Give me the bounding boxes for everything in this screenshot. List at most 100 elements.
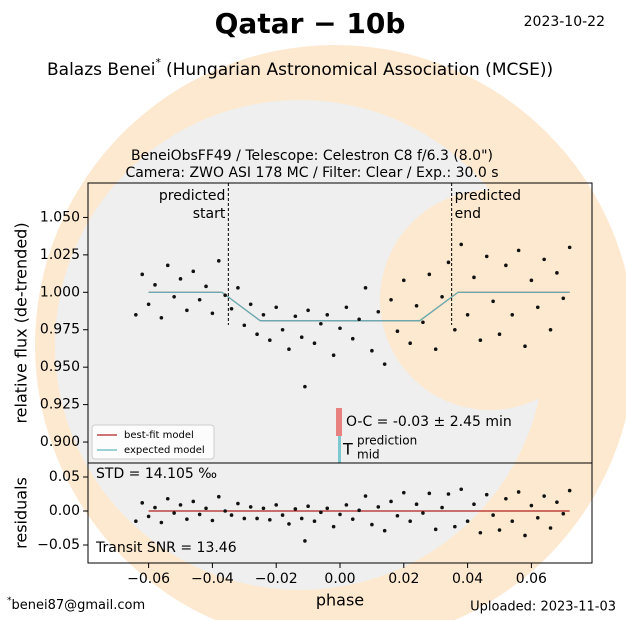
- data-point: [268, 518, 272, 522]
- data-point: [178, 503, 183, 507]
- data-point: [427, 491, 432, 496]
- affiliation: (Hungarian Astronomical Association (MCS…: [166, 60, 553, 80]
- data-point: [236, 286, 240, 290]
- data-point: [191, 269, 196, 274]
- y-tick-label: 0.925: [40, 397, 80, 413]
- data-point: [236, 501, 240, 506]
- subtitle: BeneiObsFF49 / Telescope: Celestron C8 f…: [131, 148, 493, 164]
- data-point: [548, 327, 553, 332]
- legend-box: [91, 424, 215, 460]
- data-point: [414, 502, 419, 506]
- data-point: [248, 505, 253, 509]
- data-point: [293, 507, 298, 511]
- data-point: [153, 505, 157, 510]
- data-point: [242, 516, 247, 521]
- data-point: [134, 519, 138, 523]
- x-tick-label: −0.06: [127, 571, 170, 587]
- data-point: [478, 338, 483, 343]
- data-point: [216, 494, 221, 499]
- data-point: [303, 384, 307, 389]
- data-point: [153, 283, 157, 287]
- data-point: [472, 275, 476, 280]
- data-point: [376, 505, 381, 509]
- data-point: [504, 496, 508, 501]
- subtitle: Camera: ZWO ASI 178 MC / Filter: Clear /…: [125, 165, 498, 181]
- x-tick-label: 0.00: [324, 571, 355, 587]
- data-point: [370, 522, 374, 527]
- data-point: [370, 348, 374, 353]
- data-point: [510, 519, 515, 523]
- data-point: [299, 516, 304, 521]
- data-point: [197, 297, 202, 302]
- data-point: [338, 326, 342, 331]
- data-point: [280, 327, 285, 332]
- data-point: [459, 487, 464, 492]
- data-point: [484, 492, 489, 497]
- y-axis-label: residuals: [12, 477, 31, 549]
- y-tick-label: 0.05: [49, 469, 80, 485]
- data-point: [446, 260, 451, 265]
- data-point: [363, 494, 368, 498]
- data-point: [453, 524, 457, 529]
- title: Qatar − 10b: [215, 7, 406, 40]
- data-point: [185, 308, 189, 313]
- data-point: [421, 320, 425, 325]
- data-point: [535, 515, 540, 520]
- data-point: [516, 248, 521, 253]
- author-mark: *: [155, 56, 161, 69]
- mid-label: mid: [357, 448, 380, 462]
- oc-label: O-C = -0.03 ± 2.45 min: [346, 414, 512, 430]
- data-point: [491, 513, 495, 517]
- data-point: [389, 499, 393, 504]
- data-point: [555, 500, 559, 504]
- data-point: [561, 296, 566, 301]
- data-point: [172, 294, 176, 299]
- data-point: [561, 511, 566, 516]
- author-line: Balazs Benei* (Hungarian Astronomical Ass…: [47, 56, 553, 80]
- data-point: [319, 321, 323, 326]
- data-point: [146, 514, 151, 519]
- data-point: [465, 519, 470, 523]
- data-point: [293, 314, 298, 319]
- data-point: [140, 272, 145, 277]
- data-point: [395, 329, 400, 334]
- data-point: [274, 503, 279, 507]
- data-point: [303, 539, 307, 543]
- data-point: [178, 277, 183, 281]
- data-point: [223, 293, 227, 298]
- data-point: [478, 530, 483, 535]
- x-tick-label: 0.06: [516, 571, 547, 587]
- data-point: [408, 341, 412, 346]
- data-point: [197, 512, 202, 517]
- predicted-label: predicted: [455, 188, 521, 204]
- data-point: [465, 312, 470, 317]
- data-point: [261, 506, 266, 511]
- data-point: [223, 509, 227, 513]
- data-point: [433, 527, 438, 532]
- y-tick-label: 0.00: [49, 503, 80, 519]
- data-point: [287, 522, 291, 526]
- x-tick-label: −0.02: [255, 571, 298, 587]
- x-axis-label: phase: [316, 591, 364, 610]
- data-point: [376, 309, 381, 314]
- data-point: [306, 504, 310, 509]
- y-tick-label: 1.000: [40, 284, 80, 300]
- data-point: [338, 512, 342, 517]
- data-point: [344, 305, 349, 310]
- snr-label: Transit SNR = 13.46: [95, 540, 237, 556]
- data-point: [204, 284, 208, 289]
- data-point: [331, 353, 336, 357]
- data-point: [555, 271, 559, 275]
- data-point: [159, 520, 164, 525]
- email: benei87@gmail.com: [12, 598, 146, 613]
- data-point: [446, 492, 451, 496]
- data-point: [357, 508, 361, 513]
- data-point: [453, 327, 457, 332]
- data-point: [255, 332, 259, 337]
- data-point: [287, 347, 291, 352]
- data-point: [229, 513, 234, 517]
- data-point: [395, 513, 400, 518]
- oc-marker: [336, 408, 342, 436]
- data-point: [229, 306, 234, 311]
